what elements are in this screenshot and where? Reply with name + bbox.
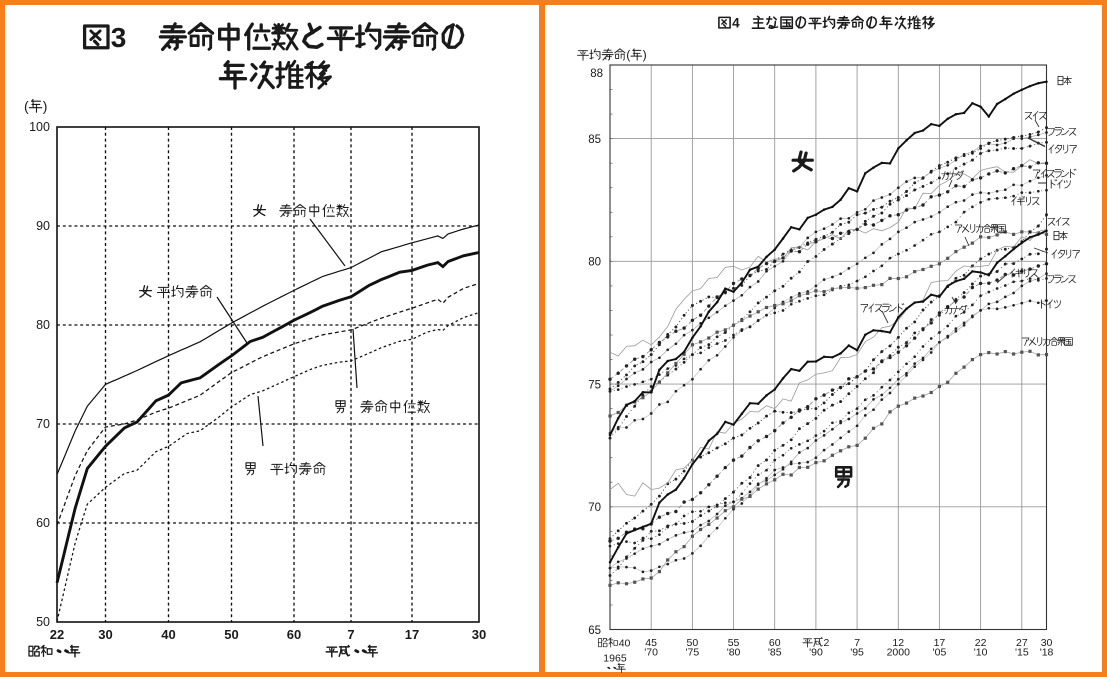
svg-text:75: 75 xyxy=(588,380,601,392)
svg-text:'05: '05 xyxy=(933,647,947,659)
svg-text:): ) xyxy=(43,98,48,114)
svg-text:45: 45 xyxy=(645,637,657,649)
svg-text:17: 17 xyxy=(934,637,946,649)
svg-text:(: ( xyxy=(626,48,631,62)
svg-text:1965: 1965 xyxy=(603,653,627,665)
svg-text:80: 80 xyxy=(36,318,50,332)
svg-text:50: 50 xyxy=(687,637,699,649)
svg-text:30: 30 xyxy=(98,627,112,642)
svg-text:'10: '10 xyxy=(974,647,988,659)
svg-text:30: 30 xyxy=(1041,637,1053,649)
svg-text:30: 30 xyxy=(472,627,486,642)
svg-text:40: 40 xyxy=(161,627,175,642)
svg-text:7: 7 xyxy=(854,637,860,649)
svg-text:(: ( xyxy=(24,98,29,114)
svg-text:17: 17 xyxy=(405,627,419,642)
svg-text:90: 90 xyxy=(36,219,50,233)
svg-text:22: 22 xyxy=(975,637,987,649)
svg-text:88: 88 xyxy=(590,68,603,80)
svg-text:55: 55 xyxy=(728,637,740,649)
svg-text:7: 7 xyxy=(347,627,354,642)
svg-text:'95: '95 xyxy=(850,647,864,659)
svg-text:65: 65 xyxy=(588,625,601,637)
svg-text:2: 2 xyxy=(824,637,830,649)
svg-text:85: 85 xyxy=(588,134,601,146)
svg-text:'70: '70 xyxy=(644,647,658,659)
svg-text:2000: 2000 xyxy=(887,647,911,659)
svg-text:70: 70 xyxy=(588,502,601,514)
svg-text:'15: '15 xyxy=(1015,647,1029,659)
svg-text:'85: '85 xyxy=(768,647,782,659)
svg-text:'80: '80 xyxy=(727,647,741,659)
svg-text:100: 100 xyxy=(29,120,50,134)
svg-text:40: 40 xyxy=(619,638,631,650)
svg-text:70: 70 xyxy=(36,417,50,431)
svg-text:'75: '75 xyxy=(686,647,700,659)
svg-text:4: 4 xyxy=(732,16,740,31)
svg-text:3: 3 xyxy=(111,22,127,53)
svg-text:60: 60 xyxy=(287,627,301,642)
svg-text:12: 12 xyxy=(892,637,904,649)
svg-text:60: 60 xyxy=(769,637,781,649)
svg-text:80: 80 xyxy=(588,257,601,269)
svg-text:50: 50 xyxy=(224,627,238,642)
svg-text:22: 22 xyxy=(50,627,64,642)
svg-text:'18: '18 xyxy=(1040,647,1054,659)
svg-text:60: 60 xyxy=(36,516,50,530)
svg-text:27: 27 xyxy=(1016,637,1028,649)
svg-text:): ) xyxy=(643,48,647,62)
svg-text:50: 50 xyxy=(36,615,50,629)
svg-text:'90: '90 xyxy=(809,647,823,659)
